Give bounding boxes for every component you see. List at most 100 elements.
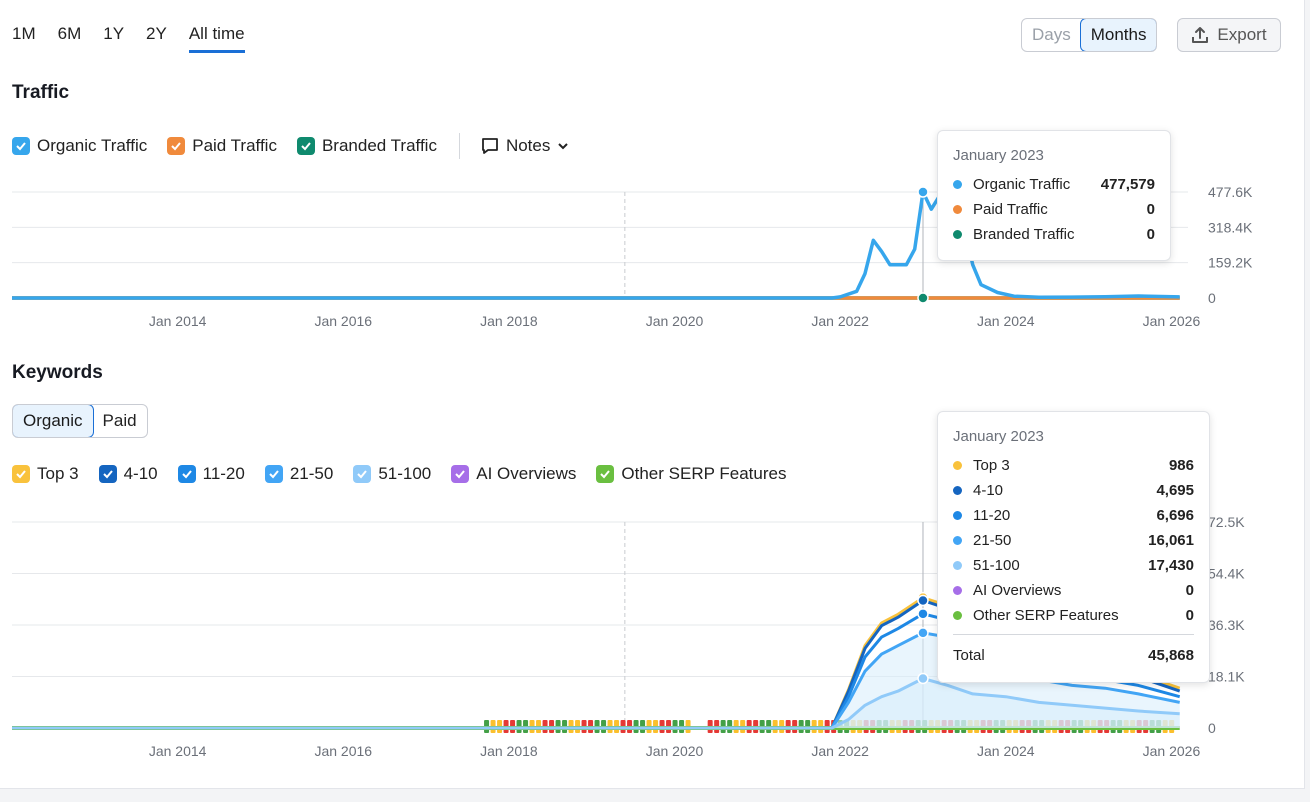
x-tick-label: Jan 2022 — [811, 313, 869, 329]
tooltip-row-51-100: 51-100 17,430 — [953, 553, 1194, 578]
traffic-chart: 0 159.2K 318.4K 477.6K Jan 2014 Jan 2016 Jan 2… — [12, 184, 1253, 329]
tooltip-series-name: 51-100 — [973, 557, 1020, 574]
y-tick-label: 0 — [1208, 290, 1216, 306]
notes-label: Notes — [505, 136, 551, 155]
legend-top-3[interactable]: Top 3 — [12, 464, 79, 484]
x-tick-label: Jan 2016 — [314, 313, 372, 329]
legend-51-100[interactable]: 51-100 — [353, 464, 431, 484]
x-tick-label: Jan 2014 — [149, 313, 207, 329]
x-tick-label: Jan 2016 — [314, 743, 372, 759]
x-tick-label: Jan 2026 — [1143, 313, 1201, 329]
dot-icon — [953, 180, 962, 189]
tooltip-series-value: 0 — [1185, 607, 1194, 624]
legend-branded-traffic[interactable]: Branded Traffic — [296, 136, 437, 156]
keywords-legend: Top 3 4-10 11-20 21-50 51-100 AI Overviews Oth… — [12, 464, 806, 484]
organic-tab[interactable]: Organic — [12, 405, 94, 437]
tooltip-series-value: 0 — [1185, 582, 1194, 599]
tooltip-row-ai-overviews: AI Overviews 0 — [953, 578, 1194, 603]
legend-divider — [458, 133, 460, 159]
period-tabs: 1M 6M 1Y 2Y All time — [12, 24, 267, 53]
legend-label: 4-10 — [123, 464, 158, 483]
tooltip-row-other-serp-features: Other SERP Features 0 — [953, 603, 1194, 628]
total-label: Total — [953, 647, 985, 664]
legend-label: Other SERP Features — [621, 464, 787, 483]
x-tick-label: Jan 2024 — [977, 743, 1035, 759]
tooltip-series-name: 11-20 — [973, 507, 1011, 524]
tooltip-row-organic-traffic: Organic Traffic 477,579 — [953, 172, 1155, 197]
tooltip-series-name: Other SERP Features — [973, 607, 1119, 624]
tooltip-divider — [953, 634, 1194, 635]
x-tick-label: Jan 2026 — [1143, 743, 1201, 759]
comment-icon — [482, 138, 498, 154]
dot-icon — [953, 561, 962, 570]
tooltip-series-name: 4-10 — [973, 482, 1004, 499]
hover-point — [917, 608, 929, 620]
dot-icon — [953, 205, 962, 214]
tooltip-row-21-50: 21-50 16,061 — [953, 528, 1194, 553]
tab-2y[interactable]: 2Y — [146, 24, 167, 43]
tooltip-series-name: Top 3 — [973, 457, 1010, 474]
tab-1m[interactable]: 1M — [12, 24, 36, 43]
tooltip-row-top-3: Top 3 986 — [953, 453, 1194, 478]
days-button[interactable]: Days — [1032, 25, 1071, 44]
x-tick-label: Jan 2020 — [646, 743, 704, 759]
legend-4-10[interactable]: 4-10 — [98, 464, 158, 484]
legend-ai-overviews[interactable]: AI Overviews — [451, 464, 576, 484]
paid-tab[interactable]: Paid — [102, 411, 137, 430]
legend-other-serp-features[interactable]: Other SERP Features — [596, 464, 786, 484]
hover-point — [917, 627, 929, 639]
hover-point — [917, 292, 929, 304]
y-tick-label: 318.4K — [1208, 219, 1253, 235]
tooltip-series-value: 4,695 — [1156, 482, 1194, 499]
series-area-51-100 — [12, 678, 1180, 728]
traffic-legend: Organic Traffic Paid Traffic Branded Tra… — [12, 133, 590, 159]
legend-label: Organic Traffic — [37, 136, 148, 155]
tooltip-total-row: Total 45,868 — [953, 643, 1194, 668]
total-value: 45,868 — [1148, 647, 1194, 664]
hover-point — [917, 672, 929, 685]
traffic-tooltip: January 2023 Organic Traffic 477,579 Paid … — [937, 130, 1171, 261]
keywords-title: Keywords — [12, 362, 103, 383]
x-tick-label: Jan 2020 — [646, 313, 704, 329]
notes-dropdown[interactable]: Notes — [480, 136, 570, 156]
legend-label: 51-100 — [378, 464, 432, 483]
checkbox-icon — [12, 465, 30, 483]
y-tick-label: 72.5K — [1208, 514, 1245, 530]
y-tick-label: 0 — [1208, 720, 1216, 736]
dot-icon — [953, 230, 962, 239]
tab-1y[interactable]: 1Y — [103, 24, 125, 43]
tooltip-row-branded-traffic: Branded Traffic 0 — [953, 222, 1155, 247]
legend-21-50[interactable]: 21-50 — [264, 464, 333, 484]
months-button[interactable]: Months — [1079, 19, 1157, 51]
tooltip-series-value: 0 — [1146, 226, 1155, 243]
tooltip-series-value: 16,061 — [1148, 532, 1194, 549]
dot-icon — [953, 536, 962, 545]
checkbox-icon — [167, 137, 186, 155]
checkbox-icon — [12, 137, 30, 155]
export-label: Export — [1217, 25, 1267, 44]
checkbox-icon — [177, 465, 196, 483]
dot-icon — [953, 511, 962, 520]
upload-icon — [1192, 27, 1209, 43]
traffic-title: Traffic — [12, 82, 70, 103]
legend-label: 11-20 — [202, 464, 245, 483]
tab-all-time[interactable]: All time — [188, 24, 245, 53]
tooltip-date: January 2023 — [953, 428, 1044, 445]
x-tick-label: Jan 2024 — [977, 313, 1035, 329]
tooltip-series-value: 477,579 — [1100, 176, 1155, 193]
dot-icon — [953, 611, 962, 620]
series-line-organic-traffic — [12, 190, 1180, 300]
checkbox-icon — [596, 465, 615, 483]
legend-label: Paid Traffic — [192, 136, 277, 155]
tooltip-row-11-20: 11-20 6,696 — [953, 503, 1194, 528]
y-tick-label: 18.1K — [1208, 669, 1245, 685]
dot-icon — [953, 586, 962, 595]
tab-6m[interactable]: 6M — [57, 24, 82, 43]
x-tick-label: Jan 2022 — [811, 743, 869, 759]
x-tick-label: Jan 2018 — [480, 313, 538, 329]
legend-paid-traffic[interactable]: Paid Traffic — [167, 136, 277, 156]
export-button[interactable]: Export — [1177, 18, 1281, 52]
legend-organic-traffic[interactable]: Organic Traffic — [12, 136, 147, 156]
hover-point — [917, 186, 929, 198]
legend-11-20[interactable]: 11-20 — [177, 464, 245, 484]
